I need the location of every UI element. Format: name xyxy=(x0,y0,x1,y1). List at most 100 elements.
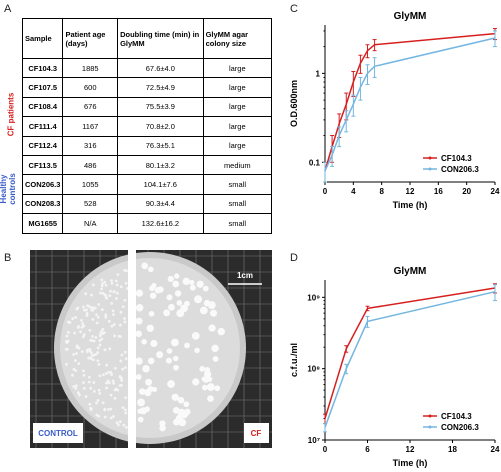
colony xyxy=(89,407,93,410)
table-cell: 486 xyxy=(62,154,119,176)
colony xyxy=(72,367,76,371)
colony xyxy=(84,292,88,296)
colony xyxy=(208,324,216,332)
colony xyxy=(151,282,157,289)
colony xyxy=(97,303,101,306)
photo: 1cm CONTROL CF xyxy=(30,250,272,448)
colony xyxy=(82,373,86,377)
table-cell: large xyxy=(202,57,273,79)
colony xyxy=(82,369,85,373)
table-cell: 104.1±7.6 xyxy=(117,174,204,195)
table-cell: 1055 xyxy=(62,174,119,195)
colony xyxy=(173,364,179,371)
colony xyxy=(118,420,122,424)
colony xyxy=(124,281,128,285)
group-label: Healthy controls xyxy=(0,173,17,205)
colony xyxy=(116,273,120,277)
colony xyxy=(135,317,143,325)
table-cell: CF113.5 xyxy=(21,154,64,176)
colony xyxy=(171,393,179,401)
colony xyxy=(112,313,115,317)
colony xyxy=(142,364,150,373)
colony xyxy=(75,352,78,355)
colony xyxy=(65,362,68,366)
colony xyxy=(189,279,195,286)
colony xyxy=(84,395,88,398)
colony xyxy=(184,408,191,415)
colony xyxy=(135,330,143,338)
colony xyxy=(207,301,216,310)
colony xyxy=(156,351,164,359)
colony xyxy=(96,315,100,319)
table-cell: 70.8±2.0 xyxy=(117,116,204,137)
colony xyxy=(163,309,171,317)
series-line xyxy=(324,37,496,172)
colony xyxy=(192,378,200,386)
colony xyxy=(103,280,107,284)
legend-marker xyxy=(428,425,432,429)
table-cell: 72.5±4.9 xyxy=(117,77,204,98)
colony xyxy=(109,289,112,293)
colony xyxy=(74,315,78,319)
x-tick-label: 20 xyxy=(462,187,471,196)
colony xyxy=(191,331,200,340)
table-cell: small xyxy=(202,174,273,195)
legend-label: CF104.3 xyxy=(441,412,472,421)
colony xyxy=(72,353,76,356)
colony xyxy=(174,273,180,279)
colony xyxy=(71,317,75,321)
label-box xyxy=(244,423,269,443)
colony xyxy=(90,293,93,297)
colony xyxy=(120,379,124,382)
table-row: CF113.5 486 80.1±3.2 medium xyxy=(21,154,273,176)
colony xyxy=(80,325,84,329)
colony xyxy=(180,304,188,313)
colony xyxy=(115,283,119,287)
x-tick-label: 0 xyxy=(323,187,328,196)
colony xyxy=(109,416,113,420)
colony xyxy=(120,383,124,387)
colony xyxy=(106,379,110,383)
colony xyxy=(82,305,85,309)
colony xyxy=(88,356,92,360)
colony xyxy=(107,319,111,323)
colony xyxy=(97,414,101,418)
colony xyxy=(95,413,99,417)
colony xyxy=(120,353,124,357)
colony xyxy=(176,300,183,306)
chart-title: GlyMM xyxy=(394,266,427,277)
colony xyxy=(199,306,208,315)
colony xyxy=(96,346,100,350)
colony xyxy=(90,308,94,312)
table-cell: CF111.4 xyxy=(21,116,64,137)
agar xyxy=(60,258,240,438)
colony xyxy=(98,339,102,342)
colony xyxy=(135,289,144,297)
colony xyxy=(108,347,112,351)
table-cell: CF112.4 xyxy=(21,135,64,156)
colony xyxy=(115,388,119,391)
series-line xyxy=(324,32,496,172)
table-row: CF112.4 316 76.3±5.1 large xyxy=(21,135,273,156)
colony xyxy=(81,322,85,326)
colony xyxy=(123,320,127,324)
label-box xyxy=(33,423,83,443)
colony xyxy=(93,306,97,310)
colony xyxy=(103,415,107,419)
colony xyxy=(105,296,109,300)
x-axis-label: Time (h) xyxy=(393,200,428,210)
control-label: CONTROL xyxy=(38,429,78,438)
colony xyxy=(154,286,162,294)
colony xyxy=(111,379,115,383)
colony xyxy=(105,363,109,367)
colony xyxy=(104,283,108,287)
table-cell: small xyxy=(202,213,273,234)
colony xyxy=(115,291,119,295)
colony xyxy=(90,339,94,342)
colony xyxy=(94,336,98,339)
table-row: CON208.3 528 90.3±4.4 small xyxy=(21,193,273,215)
colony xyxy=(202,285,209,292)
legend-label: CF104.3 xyxy=(441,154,472,163)
table-row: MG1655 N/A 132.6±16.2 small xyxy=(21,213,273,234)
